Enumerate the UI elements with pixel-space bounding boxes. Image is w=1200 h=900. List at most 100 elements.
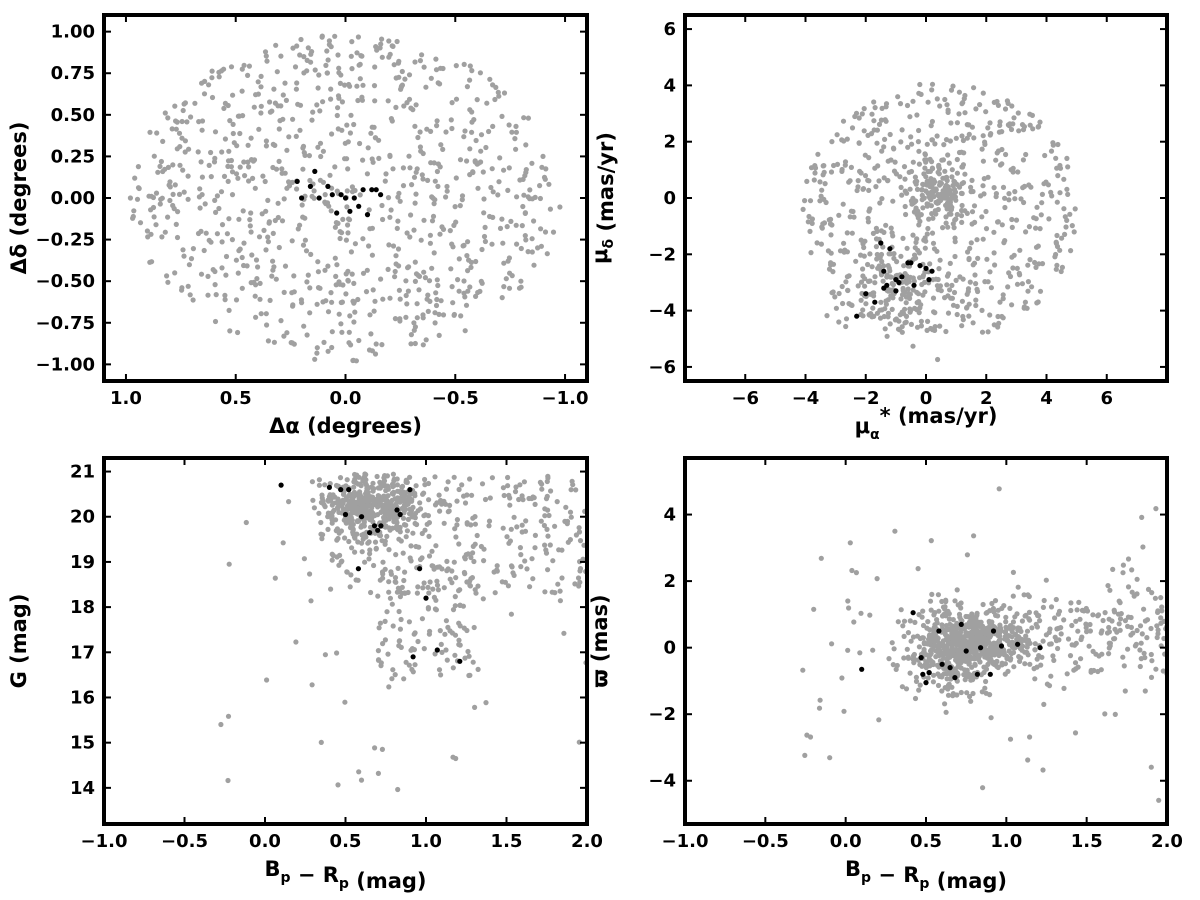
field-point bbox=[412, 340, 418, 347]
field-point bbox=[1019, 618, 1025, 624]
field-point bbox=[513, 129, 520, 135]
field-point bbox=[873, 236, 880, 242]
field-point bbox=[444, 183, 450, 190]
field-point bbox=[979, 214, 985, 220]
field-point bbox=[441, 585, 447, 591]
field-point bbox=[500, 240, 506, 246]
field-point bbox=[382, 618, 388, 625]
x-axis-label: Δα (degrees) bbox=[269, 414, 422, 438]
field-point bbox=[202, 78, 208, 84]
field-point bbox=[822, 181, 828, 187]
field-point bbox=[384, 609, 390, 615]
field-point bbox=[1125, 646, 1131, 652]
field-point bbox=[1053, 239, 1059, 245]
field-point bbox=[858, 279, 865, 285]
field-point bbox=[905, 144, 911, 150]
members-point bbox=[278, 482, 284, 488]
field-point bbox=[1023, 229, 1029, 235]
y-tick-label: 14 bbox=[70, 778, 95, 799]
field-point bbox=[422, 476, 428, 483]
field-point bbox=[1064, 155, 1070, 161]
field-point bbox=[293, 639, 299, 645]
members-point bbox=[917, 263, 923, 269]
field-point bbox=[550, 229, 557, 235]
field-point bbox=[992, 598, 999, 604]
field-point bbox=[235, 270, 241, 276]
field-point bbox=[888, 225, 894, 231]
field-point bbox=[453, 534, 459, 540]
field-point bbox=[927, 261, 933, 267]
field-point bbox=[1104, 630, 1111, 636]
field-point bbox=[284, 147, 290, 153]
field-point bbox=[866, 155, 872, 161]
field-point bbox=[456, 637, 462, 643]
field-point bbox=[225, 178, 231, 184]
field-point bbox=[954, 303, 960, 309]
members-point bbox=[899, 274, 905, 280]
field-point bbox=[1120, 654, 1126, 660]
field-point bbox=[827, 755, 833, 761]
members-series bbox=[278, 482, 463, 664]
field-point bbox=[1043, 577, 1049, 583]
field-point bbox=[158, 196, 164, 202]
field-point bbox=[326, 38, 332, 44]
field-point bbox=[444, 568, 450, 574]
field-point bbox=[527, 196, 533, 202]
field-point bbox=[808, 250, 814, 256]
field-point bbox=[358, 53, 364, 59]
field-point bbox=[505, 583, 511, 589]
field-point bbox=[357, 61, 363, 67]
field-point bbox=[209, 94, 216, 101]
field-point bbox=[856, 115, 862, 121]
field-point bbox=[399, 584, 405, 591]
field-point bbox=[1000, 315, 1006, 321]
field-point bbox=[397, 638, 403, 644]
field-point bbox=[929, 591, 935, 598]
field-point bbox=[1061, 617, 1067, 623]
field-point bbox=[434, 168, 440, 175]
field-point bbox=[995, 102, 1002, 108]
field-point bbox=[1078, 656, 1084, 662]
field-point bbox=[1055, 173, 1061, 179]
field-point bbox=[912, 179, 918, 185]
field-point bbox=[1052, 615, 1058, 621]
field-point bbox=[427, 628, 433, 634]
field-point bbox=[1024, 628, 1031, 634]
members-point bbox=[887, 246, 893, 252]
field-point bbox=[807, 734, 814, 740]
field-point bbox=[349, 184, 355, 190]
field-point bbox=[289, 179, 295, 185]
field-point bbox=[425, 584, 431, 591]
field-point bbox=[916, 148, 922, 154]
field-point bbox=[282, 263, 289, 269]
field-point bbox=[916, 644, 923, 650]
field-point bbox=[387, 295, 393, 301]
field-point bbox=[351, 121, 357, 128]
field-point bbox=[1068, 600, 1074, 606]
field-point bbox=[390, 623, 396, 629]
field-point bbox=[1106, 640, 1112, 646]
field-point bbox=[501, 167, 507, 173]
field-point bbox=[1052, 254, 1058, 260]
field-point bbox=[951, 178, 957, 184]
field-point bbox=[414, 590, 420, 596]
field-point bbox=[435, 587, 441, 593]
field-point bbox=[359, 97, 365, 103]
field-point bbox=[934, 283, 941, 289]
field-point bbox=[421, 580, 427, 586]
field-point bbox=[949, 684, 955, 690]
field-point bbox=[322, 482, 328, 488]
field-point bbox=[339, 329, 345, 335]
field-point bbox=[856, 140, 862, 146]
field-point bbox=[474, 161, 480, 167]
field-point bbox=[228, 64, 235, 70]
field-point bbox=[933, 276, 939, 282]
members-point bbox=[355, 566, 361, 572]
field-point bbox=[915, 247, 921, 253]
field-point bbox=[337, 80, 343, 86]
field-point bbox=[1005, 100, 1011, 106]
field-point bbox=[1145, 586, 1152, 593]
field-point bbox=[266, 219, 272, 225]
field-point bbox=[148, 193, 154, 199]
field-point bbox=[901, 618, 908, 624]
